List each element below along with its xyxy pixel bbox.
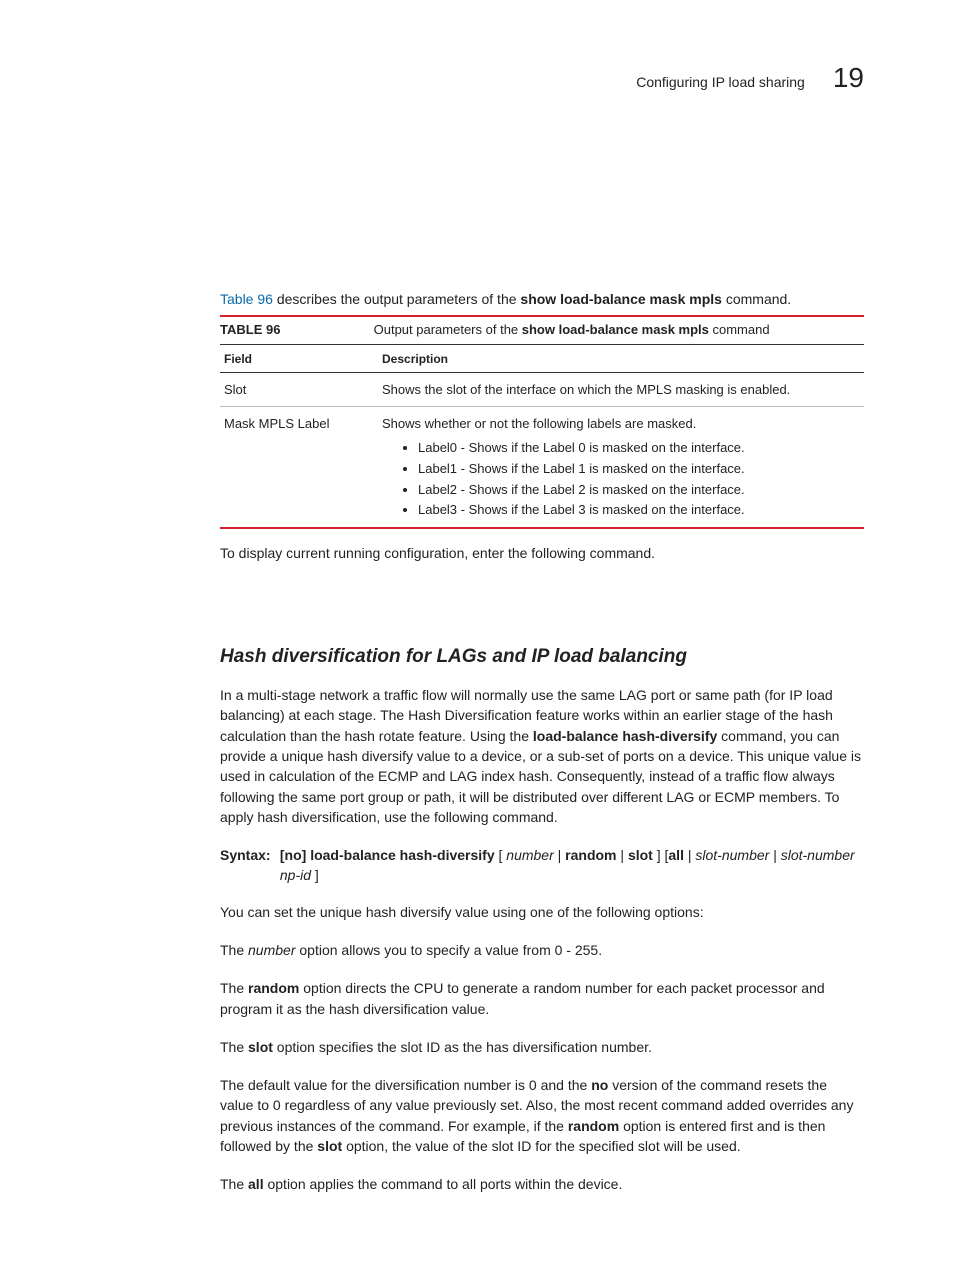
list-item: Label1 - Shows if the Label 1 is masked … [418, 459, 860, 480]
label-bullet-list: Label0 - Shows if the Label 0 is masked … [382, 438, 860, 521]
syntax-cmd: [no] load-balance hash-diversify [280, 847, 495, 863]
section-paragraph-2: You can set the unique hash diversify va… [220, 902, 864, 922]
list-item: Label3 - Shows if the Label 3 is masked … [418, 500, 860, 521]
p7-text-b: option applies the command to all ports … [264, 1176, 623, 1192]
table-row: Mask MPLS Label Shows whether or not the… [220, 406, 864, 528]
table-caption-text-1: Output parameters of the [374, 322, 522, 337]
p5-bold-slot: slot [248, 1039, 273, 1055]
syntax-label: Syntax: [220, 845, 276, 865]
syntax-arg-slotnum: slot-number [695, 847, 769, 863]
section-paragraph-6: The default value for the diversificatio… [220, 1075, 864, 1156]
section-heading: Hash diversification for LAGs and IP loa… [220, 643, 864, 671]
section-paragraph-5: The slot option specifies the slot ID as… [220, 1037, 864, 1057]
table-label: TABLE 96 [220, 321, 370, 340]
section-paragraph-1: In a multi-stage network a traffic flow … [220, 685, 864, 827]
output-parameters-table: TABLE 96 Output parameters of the show l… [220, 315, 864, 529]
content-area: Table 96 describes the output parameters… [220, 289, 864, 1195]
column-header-description: Description [378, 344, 864, 372]
p6-bold-no: no [591, 1077, 608, 1093]
column-header-field: Field [220, 344, 378, 372]
p6-text-d: option, the value of the slot ID for the… [342, 1138, 740, 1154]
cell-field: Mask MPLS Label [220, 406, 378, 528]
page: Configuring IP load sharing 19 Table 96 … [0, 0, 954, 1283]
table-intro: Table 96 describes the output parameters… [220, 289, 864, 309]
table-header-row: Field Description [220, 344, 864, 372]
intro-text-2: command. [722, 291, 791, 307]
p6-bold-random: random [568, 1118, 619, 1134]
section-paragraph-4: The random option directs the CPU to gen… [220, 978, 864, 1019]
p7-bold-all: all [248, 1176, 264, 1192]
p1-command: load-balance hash-diversify [533, 728, 717, 744]
section-paragraph-7: The all option applies the command to al… [220, 1174, 864, 1194]
p3-text-a: The [220, 942, 248, 958]
syntax-block: Syntax: [no] load-balance hash-diversify… [220, 845, 864, 886]
cell-description: Shows whether or not the following label… [378, 406, 864, 528]
p4-bold-random: random [248, 980, 299, 996]
syntax-kw-slot: slot [628, 847, 653, 863]
list-item: Label2 - Shows if the Label 2 is masked … [418, 480, 860, 501]
syntax-kw-all: all [668, 847, 684, 863]
p4-text-a: The [220, 980, 248, 996]
table-caption-command: show load-balance mask mpls [522, 322, 709, 337]
syntax-sep: | [617, 847, 628, 863]
intro-command: show load-balance mask mpls [520, 291, 722, 307]
cell-field: Slot [220, 373, 378, 407]
p6-text-a: The default value for the diversificatio… [220, 1077, 591, 1093]
p7-text-a: The [220, 1176, 248, 1192]
chapter-number: 19 [833, 58, 864, 99]
cell-description: Shows the slot of the interface on which… [378, 373, 864, 407]
syntax-sep: ] [ [653, 847, 669, 863]
syntax-sep: [ [495, 847, 507, 863]
table-caption: TABLE 96 Output parameters of the show l… [220, 315, 864, 344]
section-paragraph-3: The number option allows you to specify … [220, 940, 864, 960]
p4-text-b: option directs the CPU to generate a ran… [220, 980, 825, 1016]
after-table-text: To display current running configuration… [220, 543, 864, 563]
syntax-sep: | [554, 847, 565, 863]
table-caption-text-2: command [709, 322, 770, 337]
p3-text-b: option allows you to specify a value fro… [295, 942, 602, 958]
syntax-kw-random: random [565, 847, 616, 863]
syntax-arg-number: number [506, 847, 553, 863]
syntax-body: [no] load-balance hash-diversify [ numbe… [280, 845, 860, 886]
p6-bold-slot: slot [317, 1138, 342, 1154]
table-row: Slot Shows the slot of the interface on … [220, 373, 864, 407]
page-header: Configuring IP load sharing 19 [90, 58, 864, 99]
syntax-sep: ] [311, 867, 319, 883]
intro-text-1: describes the output parameters of the [273, 291, 520, 307]
list-item: Label0 - Shows if the Label 0 is masked … [418, 438, 860, 459]
cell-desc-text: Shows whether or not the following label… [382, 416, 696, 431]
p3-italic-number: number [248, 942, 295, 958]
syntax-sep: | [684, 847, 695, 863]
syntax-sep: | [769, 847, 780, 863]
p5-text-a: The [220, 1039, 248, 1055]
table-reference-link[interactable]: Table 96 [220, 291, 273, 307]
p5-text-b: option specifies the slot ID as the has … [273, 1039, 652, 1055]
running-title: Configuring IP load sharing [636, 72, 805, 92]
